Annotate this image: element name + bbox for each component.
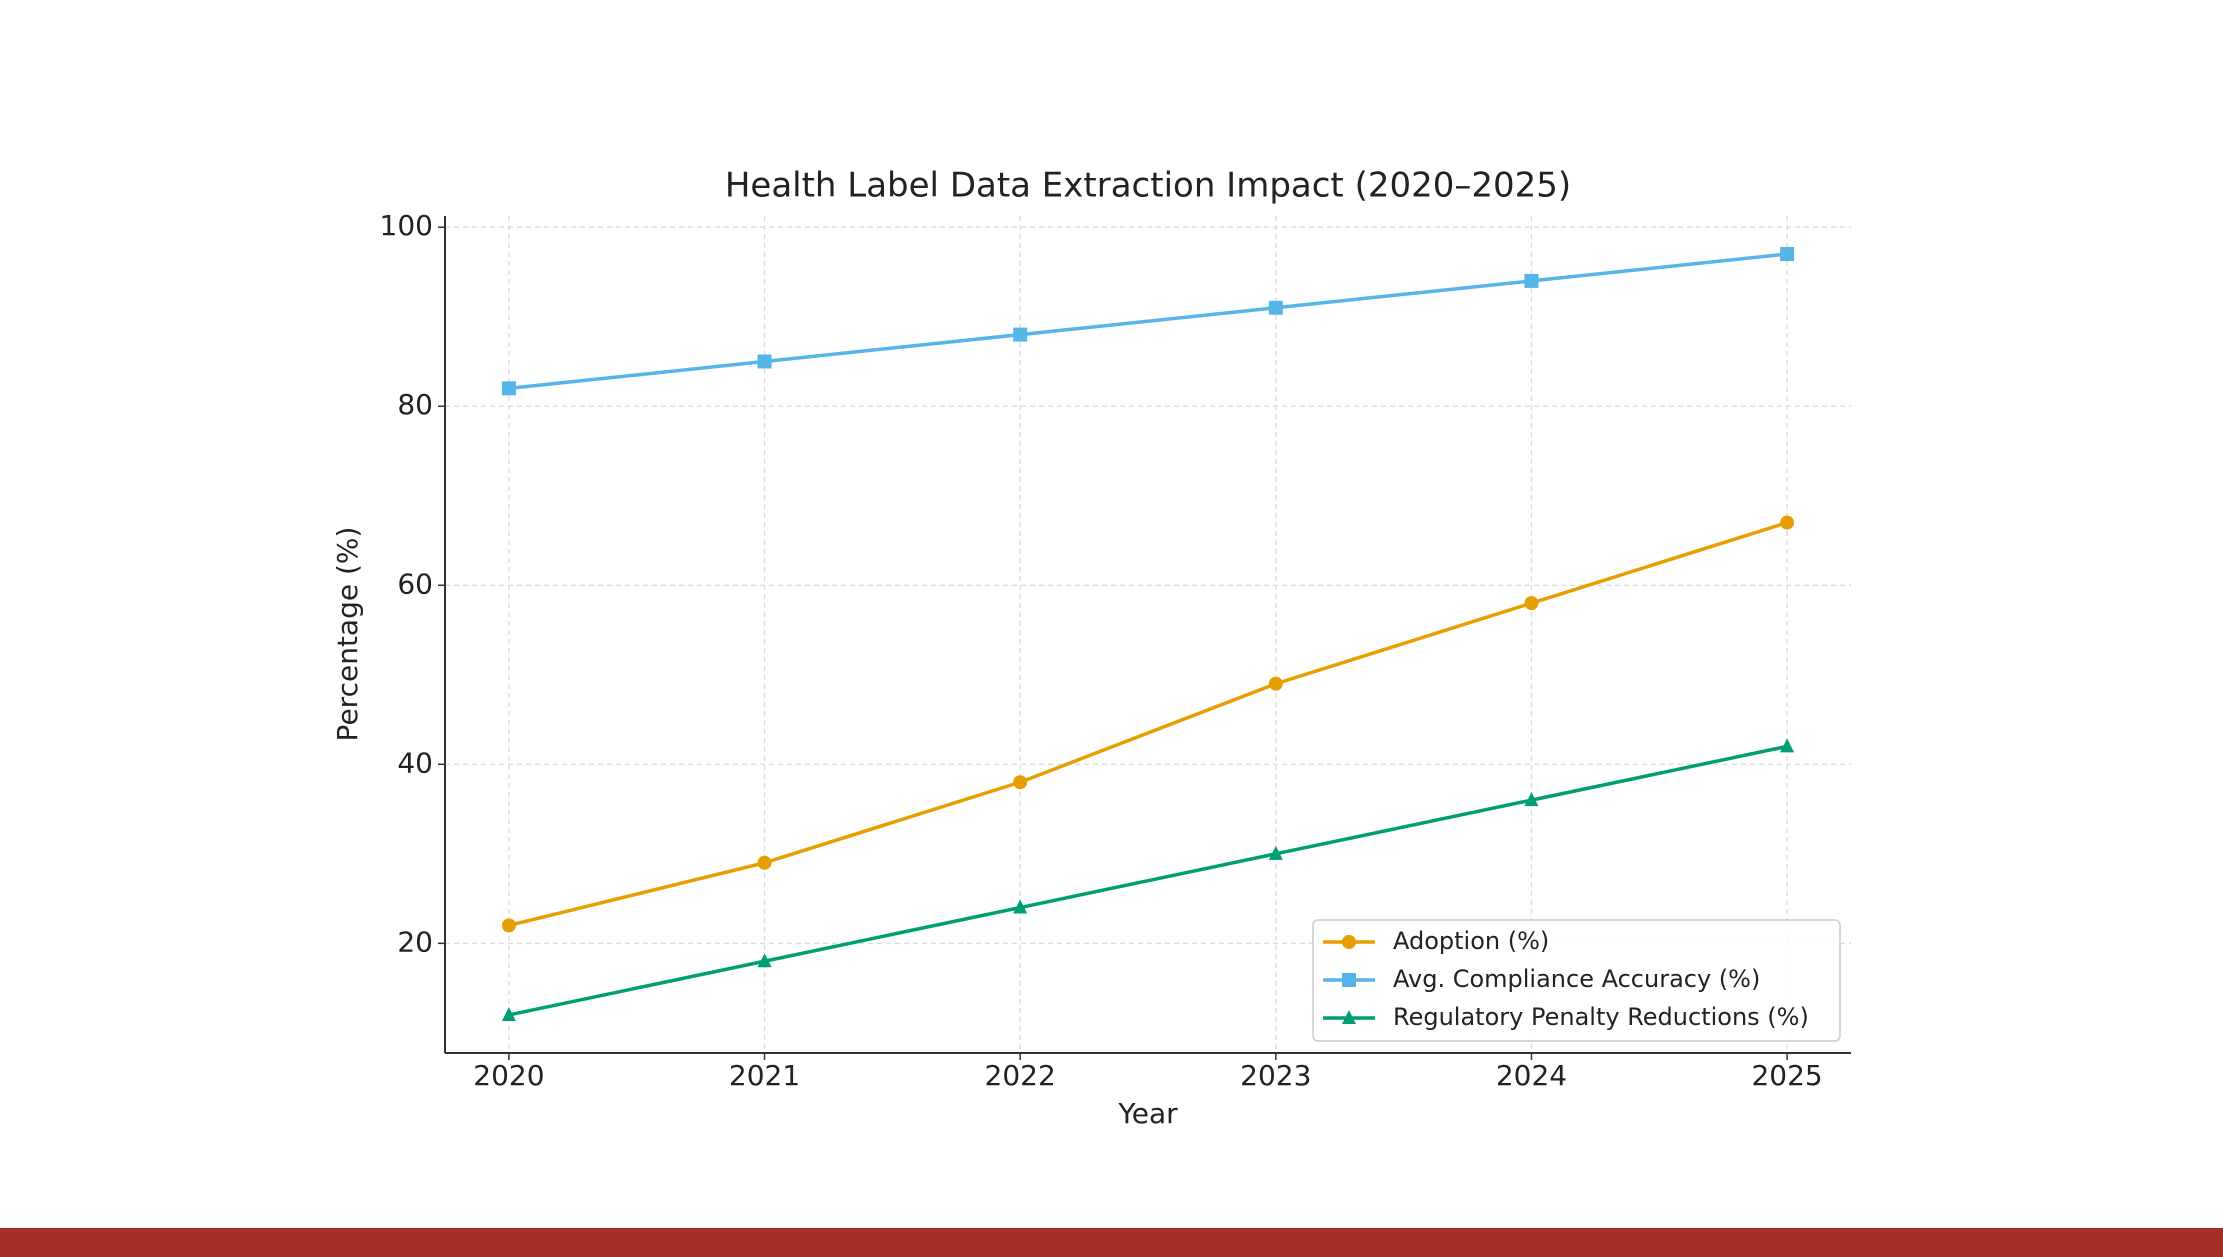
x-tick-label: 2021 (729, 1059, 800, 1092)
marker (1780, 738, 1795, 753)
marker (1268, 845, 1283, 860)
legend-label: Regulatory Penalty Reductions (%) (1393, 1003, 1809, 1031)
x-tick-label: 2022 (985, 1059, 1056, 1092)
x-axis-label: Year (1117, 1097, 1178, 1130)
legend-label: Avg. Compliance Accuracy (%) (1393, 965, 1760, 993)
legend-label: Adoption (%) (1393, 927, 1549, 955)
chart: Health Label Data Extraction Impact (202… (331, 166, 1851, 1130)
legend: Adoption (%) Avg. Compliance Accuracy (%)… (1312, 919, 1841, 1042)
x-tick-label: 2025 (1751, 1059, 1822, 1092)
marker (1013, 775, 1028, 790)
y-tick-label: 20 (397, 925, 433, 958)
chart-title: Health Label Data Extraction Impact (202… (725, 166, 1571, 206)
y-tick-label: 100 (380, 209, 433, 242)
marker (1780, 247, 1795, 262)
x-tick-label: 2024 (1496, 1059, 1567, 1092)
marker (757, 354, 772, 369)
marker (757, 953, 772, 968)
marker (1268, 676, 1283, 691)
x-tick-label: 2023 (1240, 1059, 1311, 1092)
marker (1524, 792, 1539, 807)
series-line (508, 252, 1788, 391)
y-tick-label: 40 (397, 746, 433, 779)
marker (1524, 273, 1539, 288)
legend-marker (1342, 935, 1356, 949)
legend-marker (1342, 1010, 1356, 1024)
marker (1013, 899, 1028, 914)
marker (1524, 596, 1539, 611)
y-tick-label: 80 (397, 388, 433, 421)
marker (501, 1006, 516, 1021)
y-tick-label: 60 (397, 567, 433, 600)
marker (1268, 300, 1283, 315)
marker (501, 381, 516, 396)
x-tick-label: 2020 (473, 1059, 544, 1092)
marker (1780, 515, 1795, 530)
legend-marker (1342, 973, 1356, 987)
series-line (508, 744, 1788, 1017)
series-line (508, 520, 1788, 928)
marker (1013, 327, 1028, 342)
marker (757, 855, 772, 870)
footer-bar (0, 1228, 2223, 1257)
legend-box (1312, 919, 1841, 1042)
y-axis-label: Percentage (%) (331, 527, 364, 742)
marker (501, 918, 516, 933)
